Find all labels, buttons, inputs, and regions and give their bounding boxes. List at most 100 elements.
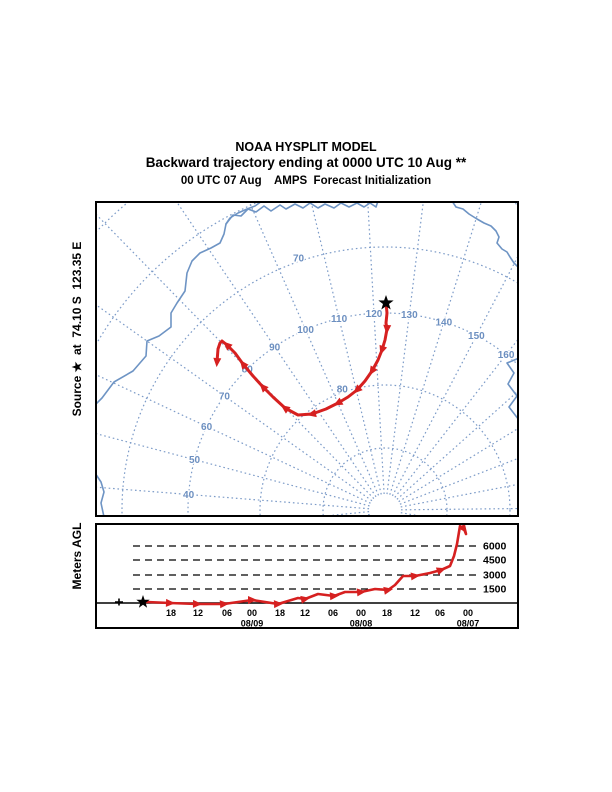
height-profile-marker	[273, 600, 284, 609]
map-y-axis-label: Source ★ at 74.10 S 123.35 E	[70, 241, 84, 417]
height-profile-line	[141, 524, 468, 606]
height-profile-marker	[435, 567, 446, 576]
height-gridline-label: 1500	[483, 584, 507, 596]
height-profile-marker	[410, 572, 421, 581]
meridian-line	[399, 458, 517, 505]
date-label: 08/09	[241, 619, 264, 629]
meridian-line	[398, 428, 517, 503]
meridian-line	[97, 214, 375, 499]
time-tick-label: 12	[300, 608, 310, 618]
longitude-label: 50	[189, 455, 201, 466]
longitude-label: 110	[331, 314, 348, 325]
profile-source-star-icon	[136, 595, 150, 608]
trajectory-marker	[280, 404, 291, 414]
latitude-circle	[97, 203, 129, 232]
meridian-line	[97, 304, 373, 502]
latitude-circle	[259, 384, 511, 515]
time-tick-label: 00	[356, 608, 366, 618]
time-tick-label: 12	[193, 608, 203, 618]
longitude-label: 140	[435, 318, 452, 329]
date-label: 08/07	[457, 619, 480, 629]
latitude-circle	[187, 312, 517, 515]
time-tick-label: 06	[328, 608, 338, 618]
trajectory-marker	[369, 365, 378, 376]
meridian-line	[394, 339, 517, 498]
time-tick-label: 00	[247, 608, 257, 618]
axis-plus-marker	[115, 598, 123, 606]
trajectory-marker	[259, 383, 269, 393]
height-y-axis-label: Meters AGL	[70, 522, 84, 590]
longitude-label: 90	[269, 342, 281, 353]
time-tick-label: 06	[222, 608, 232, 618]
date-label: 08/08	[350, 619, 373, 629]
time-tick-label: 18	[275, 608, 285, 618]
height-panel-border	[95, 523, 519, 629]
height-profile-marker	[300, 595, 311, 604]
meridian-line	[367, 203, 385, 495]
height-profile-panel: 6000 4500 3000 1500 18 12 06 00 18 12 06 00 18 12 06 00…	[95, 523, 519, 629]
coastline	[97, 474, 105, 515]
meridian-line	[396, 391, 517, 500]
trajectory-marker	[306, 409, 317, 418]
meridian-line	[400, 483, 517, 508]
meridian-line	[97, 433, 370, 507]
trajectory-marker	[333, 397, 344, 406]
forecast-init-line: 00 UTC 07 Aug AMPS Forecast Initializati…	[180, 175, 432, 187]
meridian-line	[391, 256, 517, 497]
trajectory-marker	[239, 359, 249, 370]
trajectory-marker	[353, 384, 363, 394]
longitude-label: 130	[401, 310, 418, 321]
meridian-line	[400, 507, 517, 511]
map-border	[95, 201, 519, 517]
coastline	[225, 203, 379, 225]
page-title: NOAA HYSPLIT MODEL	[235, 140, 377, 154]
longitude-label: 120	[366, 309, 383, 320]
meridian-line	[310, 203, 382, 495]
longitude-label: 160	[498, 350, 515, 361]
height-profile-marker	[165, 598, 176, 607]
latitude-circle	[97, 203, 517, 345]
trajectory-ending-subtitle: Backward trajectory ending at 0000 UTC 1…	[145, 155, 467, 170]
height-profile-marker	[192, 599, 203, 608]
latitude-label: 70	[293, 254, 305, 265]
height-gridline-label: 6000	[483, 541, 507, 553]
time-tick-label: 00	[463, 608, 473, 618]
trajectory-marker	[213, 357, 222, 368]
trajectory-marker	[379, 344, 388, 355]
trajectory-line	[215, 301, 389, 417]
latitude-circle	[121, 246, 517, 515]
meridian-line	[97, 486, 370, 510]
meridian-line	[389, 203, 482, 495]
time-tick-label: 18	[166, 608, 176, 618]
longitude-label: 70	[219, 392, 231, 403]
meridian-line	[249, 203, 380, 496]
time-tick-label: 12	[410, 608, 420, 618]
height-gridline-label: 3000	[483, 570, 507, 582]
height-profile-marker	[248, 596, 258, 604]
source-star-icon	[378, 295, 394, 310]
coastline	[97, 203, 261, 405]
longitude-label: 100	[297, 325, 314, 336]
trajectory-marker	[223, 341, 233, 351]
height-profile-marker	[356, 588, 367, 597]
height-profile-marker	[458, 523, 468, 534]
height-profile-marker	[219, 600, 230, 609]
height-profile-marker	[383, 586, 394, 595]
latitude-label: 80	[337, 385, 349, 396]
meridian-line	[176, 203, 377, 498]
longitude-label: 60	[201, 422, 213, 433]
height-gridline-label: 4500	[483, 555, 507, 567]
coastline	[452, 203, 517, 268]
time-tick-label: 06	[435, 608, 445, 618]
meridian-line	[386, 203, 424, 495]
time-tick-label: 18	[382, 608, 392, 618]
longitude-label: 150	[468, 331, 485, 342]
longitude-label: 40	[183, 490, 195, 501]
meridian-line	[97, 374, 371, 504]
trajectory-marker	[383, 324, 392, 335]
latitude-circle	[322, 447, 448, 515]
height-profile-marker	[329, 592, 340, 601]
coastline	[506, 357, 517, 419]
